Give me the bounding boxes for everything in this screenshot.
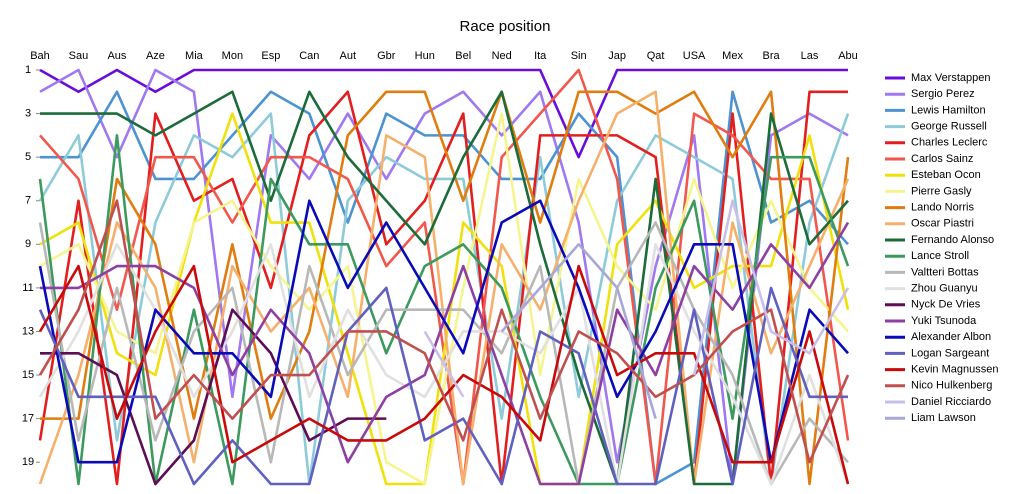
series-line	[39, 112, 849, 486]
x-tick-label: Bah	[30, 50, 50, 62]
legend-label: Lewis Hamilton	[911, 104, 986, 116]
series-line	[38, 199, 849, 464]
y-tick-label: 19	[22, 456, 34, 468]
x-tick-label: Jap	[608, 50, 626, 62]
legend-label: Max Verstappen	[911, 72, 991, 84]
x-tick-label: Bel	[455, 50, 471, 62]
legend-label: Nico Hulkenberg	[911, 380, 992, 392]
x-tick-label: Aut	[340, 50, 357, 62]
chart-title: Race position	[460, 18, 551, 35]
x-tick-label: Ned	[492, 50, 512, 62]
series-line	[38, 112, 850, 486]
legend-label: Alexander Albon	[911, 331, 991, 343]
legend-label: Daniel Ricciardo	[911, 396, 991, 408]
x-tick-label: Mex	[722, 50, 743, 62]
legend-label: Lando Norris	[911, 202, 974, 214]
legend-label: Logan Sargeant	[911, 347, 989, 359]
x-tick-label: USA	[683, 50, 706, 62]
legend-label: Valtteri Bottas	[911, 266, 979, 278]
legend-label: Kevin Magnussen	[911, 364, 998, 376]
y-tick-label: 9	[25, 238, 31, 250]
series-line	[38, 221, 849, 486]
x-tick-label: Can	[299, 50, 319, 62]
x-tick-label: Gbr	[377, 50, 396, 62]
legend-label: Nyck De Vries	[911, 299, 981, 311]
legend-label: Charles Leclerc	[911, 137, 988, 149]
x-tick-label: Sin	[571, 50, 587, 62]
legend-label: Lance Stroll	[911, 250, 969, 262]
legend-label: Pierre Gasly	[911, 185, 972, 197]
y-tick-label: 3	[25, 107, 31, 119]
y-tick-label: 17	[22, 413, 34, 425]
x-tick-label: Sau	[69, 50, 89, 62]
x-tick-label: Ita	[534, 50, 547, 62]
x-tick-label: Aus	[107, 50, 126, 62]
series-line	[38, 286, 848, 486]
legend-label: George Russell	[911, 121, 987, 133]
x-tick-label: Esp	[261, 50, 280, 62]
legend-label: Carlos Sainz	[911, 153, 973, 165]
x-tick-label: Mon	[222, 50, 243, 62]
x-tick-label: Qat	[647, 50, 665, 62]
legend-label: Liam Lawson	[911, 412, 976, 424]
series-line	[38, 264, 850, 485]
x-tick-label: Hun	[415, 50, 435, 62]
legend-label: Oscar Piastri	[911, 218, 974, 230]
y-tick-label: 13	[22, 325, 34, 337]
y-tick-label: 7	[25, 195, 31, 207]
y-tick-label: 15	[22, 369, 34, 381]
x-tick-label: Aze	[146, 50, 165, 62]
x-tick-label: Las	[801, 50, 819, 62]
series-line	[38, 199, 850, 464]
x-tick-label: Abu	[838, 50, 858, 62]
y-tick-label: 11	[22, 282, 33, 294]
legend-label: Fernando Alonso	[911, 234, 994, 246]
x-tick-label: Bra	[762, 50, 780, 62]
legend-label: Esteban Ocon	[911, 169, 981, 181]
legend-label: Yuki Tsunoda	[911, 315, 977, 327]
series-line	[500, 243, 657, 419]
series-line	[40, 90, 849, 486]
legend-label: Sergio Perez	[911, 88, 975, 100]
legend-label: Zhou Guanyu	[911, 283, 978, 295]
x-tick-label: Mia	[185, 50, 204, 62]
y-tick-label: 1	[25, 64, 31, 76]
y-tick-label: 5	[25, 151, 31, 163]
series-line	[423, 199, 850, 398]
